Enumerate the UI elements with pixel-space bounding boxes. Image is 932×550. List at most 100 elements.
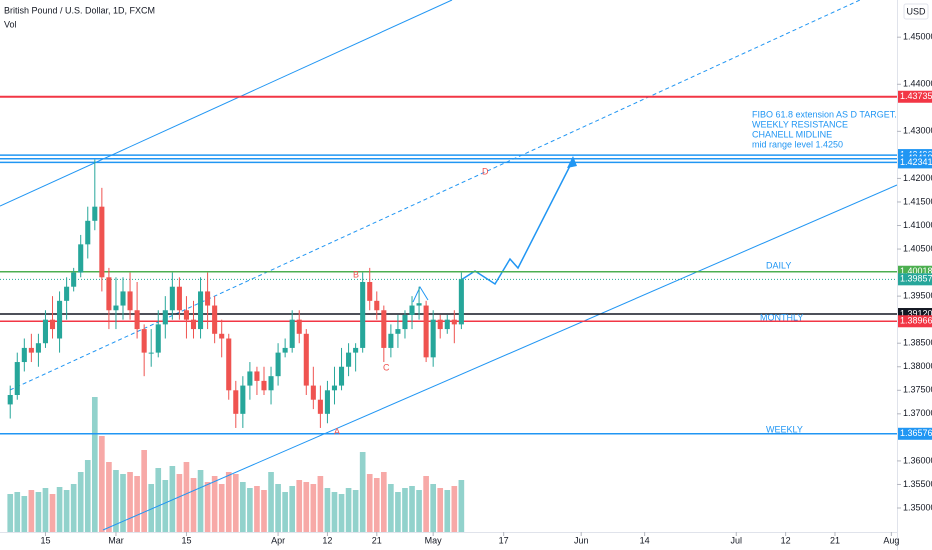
channel-lower <box>102 184 898 531</box>
y-tick-label: 1.43000 <box>903 126 932 136</box>
volume-bar <box>155 468 162 532</box>
y-tick-label: 1.40500 <box>903 243 932 253</box>
price-level-label: 1.38966 <box>900 316 932 326</box>
candle-body <box>64 286 70 301</box>
annotation: mid range level 1.4250 <box>752 139 843 149</box>
x-tick-label: 14 <box>640 535 650 545</box>
volume-bar <box>409 486 415 532</box>
candle-body <box>458 279 464 325</box>
x-tick-label: 21 <box>372 535 382 545</box>
candle-body <box>296 319 302 334</box>
candle-body <box>437 319 443 330</box>
volume-bar <box>345 488 352 532</box>
volume-bar <box>430 484 436 532</box>
annotation: MONTHLY <box>760 312 803 322</box>
candle-body <box>42 319 49 344</box>
candle-body <box>310 385 316 400</box>
candle-body <box>120 291 126 306</box>
x-tick-label: Jun <box>574 535 589 545</box>
y-tick-label: 1.37500 <box>903 385 932 395</box>
x-tick-label: 12 <box>781 535 791 545</box>
candle-body <box>409 305 415 315</box>
annotations: FIBO 61.8 extension AS D TARGET. WEEKLY … <box>334 109 897 436</box>
candle-body <box>338 366 345 386</box>
candle-body <box>353 347 359 353</box>
volume-bar <box>458 480 465 532</box>
volume-bar <box>84 460 91 532</box>
candle-body <box>402 314 408 330</box>
volume-bar <box>402 488 408 532</box>
volume-bar <box>373 478 380 532</box>
y-tick-label: 1.41000 <box>903 220 932 230</box>
candle-body <box>275 352 281 377</box>
volume-bar <box>324 488 331 532</box>
x-tick-label: 17 <box>499 535 509 545</box>
candle-body <box>219 333 225 339</box>
price-level-tag <box>897 273 932 286</box>
x-tick-label: Mar <box>108 535 124 545</box>
price-level-tag <box>897 427 932 440</box>
volume-bar <box>232 474 239 532</box>
candle-body <box>162 310 168 325</box>
candle-body <box>57 300 63 339</box>
volume-bar <box>99 436 105 532</box>
candle-body <box>35 343 41 353</box>
x-tick-label: Aug <box>883 535 899 545</box>
y-tick-label: 1.37000 <box>903 408 932 418</box>
volume-bar <box>268 472 274 532</box>
price-level-tag <box>897 90 932 103</box>
candle-body <box>148 352 154 354</box>
volume-bar <box>338 494 345 532</box>
candle-body <box>155 324 161 353</box>
x-tick-label: 15 <box>181 535 191 545</box>
candle-body <box>381 310 387 348</box>
y-tick-label: 1.41500 <box>903 196 932 206</box>
candle-body <box>99 206 105 278</box>
volume-bar <box>204 482 211 532</box>
volume-bar <box>240 482 246 532</box>
candle-body <box>416 303 422 306</box>
volume-bar <box>91 397 98 532</box>
volume-bar <box>254 486 260 532</box>
volume-bar <box>7 494 14 532</box>
level-layer: 1.437351.424961.424181.423411.400181.398… <box>0 90 932 440</box>
volume-bar <box>381 472 387 532</box>
volume-bar <box>113 470 119 532</box>
wave-label: A <box>334 426 340 436</box>
wave-label: B <box>353 269 359 279</box>
volume-bar <box>395 492 401 532</box>
pattern-line <box>412 285 429 303</box>
volume-bar <box>289 486 296 532</box>
wave-label: C <box>383 362 390 372</box>
volume-bar <box>444 490 451 532</box>
volume-bar <box>134 476 140 532</box>
volume-bar <box>416 490 422 532</box>
candle-body <box>423 305 429 358</box>
y-tick-label: 1.35500 <box>903 479 932 489</box>
annotation: WEEKLY RESISTANCE <box>752 119 848 129</box>
wave-label: D <box>482 166 489 176</box>
candle-body <box>331 385 338 391</box>
candle-body <box>141 329 147 353</box>
candle-body <box>289 319 295 348</box>
candle-body <box>21 347 27 363</box>
x-tick-label: 12 <box>322 535 332 545</box>
volume-bar <box>190 478 197 532</box>
channel-upper <box>0 0 453 207</box>
volume-layer <box>7 397 465 532</box>
price-level-label: 1.40018 <box>900 266 932 276</box>
annotation: WEEKLY <box>766 424 803 434</box>
volume-bar <box>176 474 183 532</box>
y-tick-label: 1.39500 <box>903 291 932 301</box>
volume-bar <box>317 476 324 532</box>
volume-bar <box>162 480 169 532</box>
volume-legend: Vol <box>4 19 17 29</box>
y-tick-label: 1.38500 <box>903 338 932 348</box>
price-level-label: 1.42341 <box>900 157 932 167</box>
volume-bar <box>197 470 204 532</box>
candle-body <box>212 305 218 334</box>
x-tick-label: Jul <box>731 535 743 545</box>
candle-body <box>317 399 323 414</box>
candle-body <box>127 291 133 311</box>
